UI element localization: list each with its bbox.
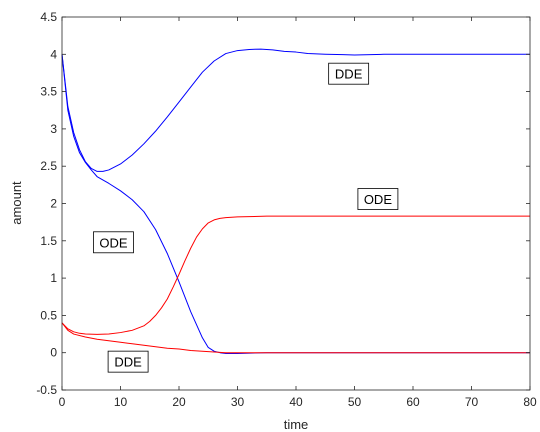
annotation-frame (328, 62, 370, 85)
x-tick-label: 50 (348, 395, 362, 409)
y-tick-label: 2 (50, 197, 57, 211)
annotation-box: ODE (93, 231, 134, 254)
annotation-frame (357, 188, 399, 210)
y-axis-label: amount (9, 181, 24, 225)
y-tick-label: 2.5 (40, 159, 57, 173)
y-tick-label: 1.5 (40, 234, 57, 248)
y-tick-label: 3 (50, 122, 57, 136)
annotation-box: DDE (328, 62, 370, 85)
y-tick-label: 4.5 (40, 10, 57, 24)
annotation-label: DDE (335, 67, 363, 82)
x-tick-label: 60 (406, 395, 420, 409)
annotation-frame (93, 231, 134, 254)
plot-background (62, 17, 530, 390)
x-tick-label: 40 (289, 395, 303, 409)
y-tick-label: 1 (50, 271, 57, 285)
series-line-3 (61, 215, 530, 335)
x-tick-label: 70 (465, 395, 479, 409)
x-tick-label: 20 (172, 395, 186, 409)
annotation-label: DDE (114, 355, 142, 370)
annotation-box: ODE (357, 188, 399, 210)
x-axis: 0 10 20 30 40 50 60 70 80 (59, 17, 537, 409)
x-tick-label: 80 (523, 395, 537, 409)
annotation-box: DDE (107, 350, 149, 373)
annotation-label: ODE (99, 235, 128, 250)
y-tick-label: 4 (50, 47, 57, 61)
y-tick-label: 0.5 (40, 308, 57, 322)
annotation-label: ODE (364, 192, 393, 207)
x-tick-label: 30 (231, 395, 245, 409)
y-tick-label: 0 (50, 346, 57, 360)
x-tick-label: 10 (114, 395, 128, 409)
y-tick-label: 3.5 (40, 85, 57, 99)
annotation-frame (107, 350, 149, 373)
series-layer (61, 48, 530, 354)
series-line-1 (61, 48, 530, 172)
y-axis: -0.5 0 0.5 1 1.5 2 2.5 3 3.5 4 4.5 (36, 10, 530, 397)
series-line-4 (61, 322, 530, 354)
y-tick-label: -0.5 (36, 383, 57, 397)
x-tick-label: 0 (59, 395, 66, 409)
x-axis-label: time (284, 417, 309, 432)
annotations: DDE ODE ODE DDE (93, 62, 399, 373)
